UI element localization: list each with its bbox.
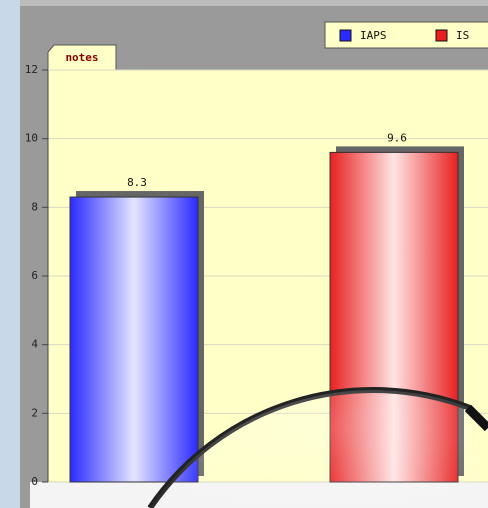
- y-tick-label: 10: [25, 132, 38, 145]
- legend-label: IAPS: [360, 29, 387, 42]
- y-tick-label: 2: [31, 406, 38, 419]
- legend-swatch: [435, 29, 448, 42]
- y-tick-label: 12: [25, 63, 38, 76]
- value-label: 8.3: [127, 176, 147, 189]
- legend-label: IS: [456, 29, 469, 42]
- y-tick-label: 8: [31, 200, 38, 213]
- legend-swatch: [339, 29, 352, 42]
- frame-top: [20, 0, 488, 6]
- legend: [324, 21, 488, 49]
- y-tick-label: 6: [31, 269, 38, 282]
- bar: [69, 196, 199, 483]
- side-strip: [0, 0, 20, 508]
- magnifier-handle: [464, 404, 488, 432]
- value-label: 9.6: [387, 131, 407, 144]
- annotation: notes: [65, 51, 98, 64]
- magnifier-lens: [150, 390, 488, 508]
- y-tick-label: 0: [31, 475, 38, 488]
- y-tick-label: 4: [31, 338, 38, 351]
